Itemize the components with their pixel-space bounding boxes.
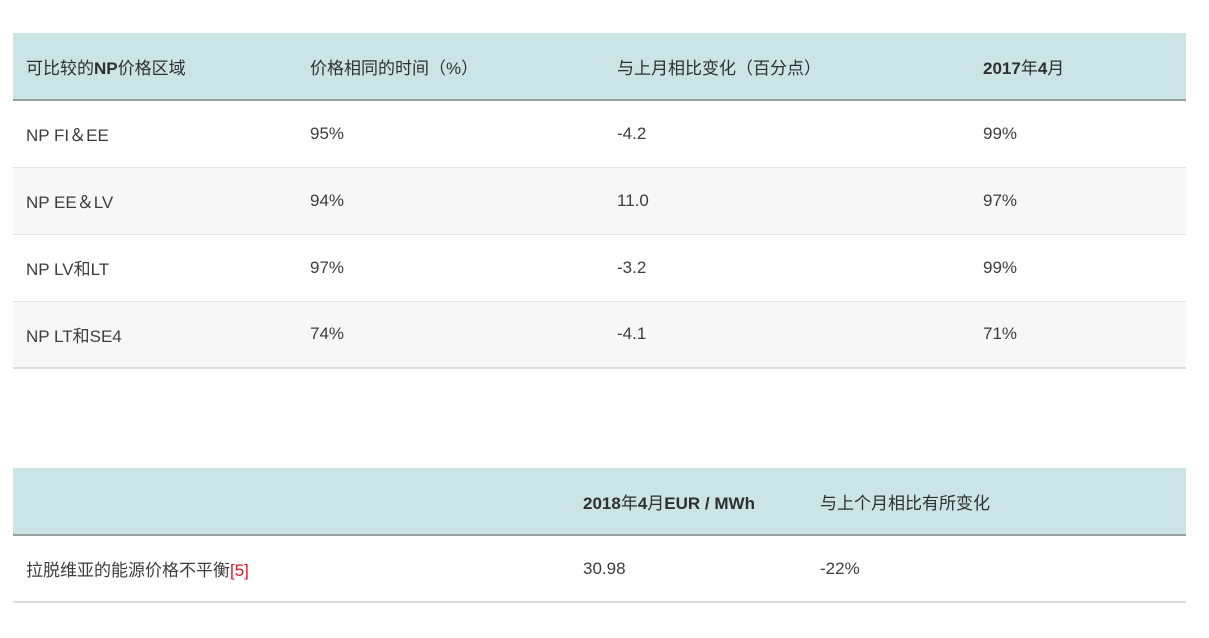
april-2017-cell: 97% [970, 167, 1186, 235]
april-2017-cell: 99% [970, 234, 1186, 302]
header-text: 年 [1020, 58, 1038, 78]
table-row: NP LV和LT 97% -3.2 99% [13, 234, 1186, 302]
april-2017-cell: 99% [970, 100, 1186, 168]
header-text-bold: 2018 [583, 493, 621, 513]
area-cell: NP LV和LT [13, 234, 297, 302]
change-pp-cell: -3.2 [604, 234, 970, 302]
header-text-bold: 4 [637, 493, 648, 513]
table2-header-row: 2018年4月EUR / MWh 与上个月相比有所变化 [13, 468, 1186, 536]
header-text: 价格区域 [117, 58, 186, 78]
area-cell: NP FI＆EE [13, 100, 297, 168]
column-header-same-price-time: 价格相同的时间（%） [297, 33, 604, 101]
header-text-bold: EUR / MWh [664, 493, 755, 513]
column-header-change-vs-last-month: 与上个月相比有所变化 [807, 468, 1186, 536]
header-text-bold: NP [94, 58, 118, 78]
area-cell: NP EE＆LV [13, 167, 297, 235]
table-row: 拉脱维亚的能源价格不平衡[5] 30.98 -22% [13, 535, 1186, 603]
imbalance-label-cell: 拉脱维亚的能源价格不平衡[5] [13, 535, 570, 603]
table-row: NP EE＆LV 94% 11.0 97% [13, 167, 1186, 235]
column-header-change-pp: 与上月相比变化（百分点） [604, 33, 970, 101]
same-price-time-cell: 74% [297, 301, 604, 369]
page: 可比较的NP价格区域 价格相同的时间（%） 与上月相比变化（百分点） 2017年… [13, 33, 1186, 603]
eur-mwh-value-cell: 30.98 [570, 535, 807, 603]
latvia-imbalance-table: 2018年4月EUR / MWh 与上个月相比有所变化 拉脱维亚的能源价格不平衡… [13, 468, 1186, 603]
change-pp-cell: -4.2 [604, 100, 970, 168]
column-header-april-2018-eur-mwh: 2018年4月EUR / MWh [570, 468, 807, 536]
header-text-bold: 4 [1037, 58, 1048, 78]
footnote-5-link[interactable]: [5] [230, 561, 249, 580]
change-pp-cell: 11.0 [604, 167, 970, 235]
column-header-empty [13, 468, 570, 536]
column-header-price-areas: 可比较的NP价格区域 [13, 33, 297, 101]
table1-header-row: 可比较的NP价格区域 价格相同的时间（%） 与上月相比变化（百分点） 2017年… [13, 33, 1186, 101]
header-text-bold: 2017 [983, 58, 1021, 78]
same-price-time-cell: 97% [297, 234, 604, 302]
header-text: 年 [620, 493, 638, 513]
imbalance-label: 拉脱维亚的能源价格不平衡 [26, 561, 230, 580]
same-price-time-cell: 94% [297, 167, 604, 235]
table-row: NP LT和SE4 74% -4.1 71% [13, 301, 1186, 369]
comparable-np-price-areas-table: 可比较的NP价格区域 价格相同的时间（%） 与上月相比变化（百分点） 2017年… [13, 33, 1186, 369]
column-header-april-2017: 2017年4月 [970, 33, 1186, 101]
header-text: 月 [1047, 58, 1065, 78]
header-text: 月 [647, 493, 665, 513]
same-price-time-cell: 95% [297, 100, 604, 168]
change-percent-cell: -22% [807, 535, 1186, 603]
area-cell: NP LT和SE4 [13, 301, 297, 369]
header-text: 可比较的 [26, 58, 94, 78]
april-2017-cell: 71% [970, 301, 1186, 369]
change-pp-cell: -4.1 [604, 301, 970, 369]
table-row: NP FI＆EE 95% -4.2 99% [13, 100, 1186, 168]
